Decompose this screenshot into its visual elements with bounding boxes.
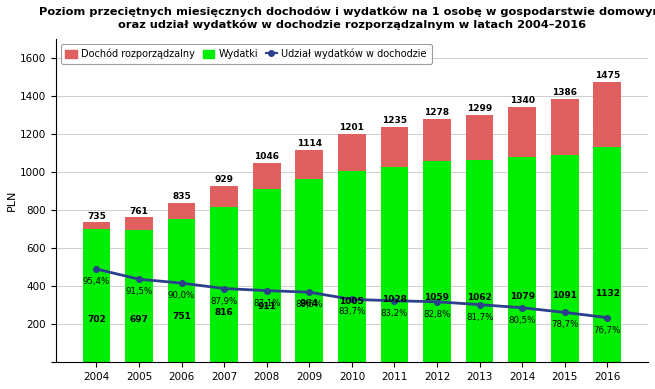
Bar: [593, 82, 621, 147]
Text: 835: 835: [172, 193, 191, 202]
Bar: [210, 207, 238, 362]
Text: 929: 929: [215, 175, 234, 184]
Text: 1062: 1062: [467, 293, 492, 302]
Text: 91,5%: 91,5%: [125, 287, 153, 296]
Text: 697: 697: [130, 315, 149, 324]
Text: 1059: 1059: [424, 293, 449, 302]
Text: 78,7%: 78,7%: [551, 321, 578, 329]
Text: 735: 735: [87, 212, 106, 221]
Bar: [593, 147, 621, 362]
Bar: [168, 203, 195, 219]
Bar: [551, 155, 578, 362]
Bar: [125, 217, 153, 230]
Text: 95,4%: 95,4%: [83, 277, 110, 286]
Bar: [338, 171, 365, 362]
Text: 1091: 1091: [552, 291, 577, 300]
Text: 761: 761: [130, 207, 149, 216]
Text: 751: 751: [172, 312, 191, 321]
Legend: Dochód rozporządzalny, Wydatki, Udział wydatków w dochodzie: Dochód rozporządzalny, Wydatki, Udział w…: [60, 44, 432, 64]
Text: 1386: 1386: [552, 88, 577, 96]
Text: 80,5%: 80,5%: [508, 316, 536, 325]
Text: 83,2%: 83,2%: [381, 309, 408, 318]
Bar: [338, 134, 365, 171]
Bar: [466, 160, 493, 362]
Text: 1235: 1235: [382, 116, 407, 125]
Text: 1475: 1475: [595, 71, 620, 80]
Text: 1340: 1340: [510, 96, 534, 105]
Text: 76,7%: 76,7%: [593, 326, 621, 335]
Bar: [508, 157, 536, 362]
Title: Poziom przeciętnych miesięcznych dochodów i wydatków na 1 osobę w gospodarstwie : Poziom przeciętnych miesięcznych dochodó…: [39, 7, 655, 30]
Bar: [210, 186, 238, 207]
Bar: [253, 163, 280, 189]
Text: 90,0%: 90,0%: [168, 291, 195, 300]
Bar: [168, 219, 195, 362]
Bar: [125, 230, 153, 362]
Bar: [508, 107, 536, 157]
Bar: [466, 115, 493, 160]
Text: 1132: 1132: [595, 289, 620, 298]
Bar: [381, 127, 408, 166]
Text: 816: 816: [215, 308, 234, 317]
Bar: [295, 179, 323, 362]
Bar: [423, 119, 451, 161]
Bar: [253, 189, 280, 362]
Text: 82,8%: 82,8%: [423, 310, 451, 319]
Text: 1278: 1278: [424, 108, 449, 117]
Bar: [381, 166, 408, 362]
Bar: [423, 161, 451, 362]
Text: 1299: 1299: [467, 104, 492, 113]
Text: 1028: 1028: [382, 295, 407, 304]
Text: 81,7%: 81,7%: [466, 313, 493, 322]
Text: 911: 911: [257, 302, 276, 311]
Text: 964: 964: [300, 299, 319, 308]
Text: 702: 702: [87, 315, 106, 324]
Text: 1201: 1201: [339, 123, 364, 132]
Y-axis label: PLN: PLN: [7, 190, 17, 211]
Text: 87,1%: 87,1%: [253, 299, 280, 308]
Text: 83,7%: 83,7%: [338, 307, 365, 316]
Text: 1114: 1114: [297, 139, 322, 148]
Bar: [295, 150, 323, 179]
Text: 86,5%: 86,5%: [295, 300, 323, 309]
Bar: [551, 98, 578, 155]
Text: 1079: 1079: [510, 292, 534, 301]
Text: 87,9%: 87,9%: [210, 296, 238, 305]
Bar: [83, 223, 110, 229]
Bar: [83, 229, 110, 362]
Text: 1046: 1046: [254, 152, 279, 161]
Text: 1005: 1005: [339, 297, 364, 306]
